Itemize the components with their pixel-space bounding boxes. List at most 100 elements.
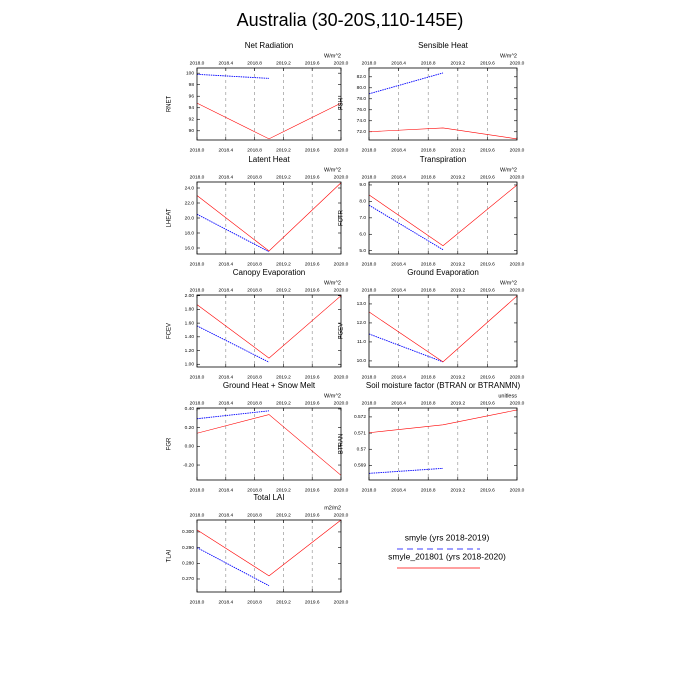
data-line	[368, 204, 444, 251]
x-tick-label: 2018.8	[421, 261, 436, 267]
y-axis-label: FGEV	[339, 323, 345, 339]
x-tick-label: 2018.8	[247, 487, 262, 493]
x-top-tick-label: 2019.2	[276, 60, 291, 66]
x-top-tick-label: 2018.4	[391, 174, 406, 180]
x-top-tick-label: 2020.0	[510, 400, 525, 406]
x-tick-label: 2018.8	[247, 147, 262, 153]
x-tick-label: 2018.0	[362, 374, 377, 380]
y-axis-label: FCTR	[339, 209, 345, 226]
panel: Latent Heat W/m^2 LHEAT 2018.0 2018.0 2018.4 2…	[167, 155, 349, 267]
x-tick-label: 2019.2	[276, 487, 291, 493]
plot-frame	[196, 407, 342, 481]
y-tick-label: 0.569	[354, 463, 366, 469]
units-label: W/m^2	[500, 280, 517, 286]
x-top-tick-label: 2019.6	[480, 400, 495, 406]
x-top-tick-label: 2020.0	[334, 60, 349, 66]
x-top-tick-label: 2018.0	[362, 287, 377, 293]
y-tick-label: 12.0	[357, 320, 367, 326]
y-tick-label: 0.290	[182, 545, 194, 551]
x-tick-label: 2018.0	[362, 487, 377, 493]
x-tick-label: 2020.0	[510, 261, 525, 267]
data-line	[368, 127, 518, 140]
y-tick-label: 72.0	[357, 129, 367, 135]
data-line	[196, 295, 342, 359]
x-top-tick-label: 2018.8	[421, 174, 436, 180]
y-tick-label: 1.20	[185, 348, 195, 354]
x-tick-label: 2019.6	[480, 374, 495, 380]
legend-label: smyle (yrs 2018-2019)	[405, 532, 490, 542]
y-tick-label: 0.00	[185, 444, 195, 450]
data-line	[368, 184, 518, 247]
x-tick-label: 2019.6	[305, 374, 320, 380]
x-top-tick-label: 2018.0	[190, 512, 205, 518]
units-label: W/m^2	[324, 393, 341, 399]
plot-frame	[196, 67, 342, 141]
x-tick-label: 2018.4	[218, 599, 233, 605]
y-tick-label: 2.00	[185, 293, 195, 299]
x-tick-label: 2018.8	[247, 261, 262, 267]
x-tick-label: 2019.2	[276, 374, 291, 380]
y-tick-label: 74.0	[357, 118, 367, 124]
units-label: W/m^2	[324, 280, 341, 286]
plot-frame	[368, 407, 518, 481]
data-line	[196, 325, 270, 363]
x-top-tick-label: 2018.8	[421, 287, 436, 293]
y-axis-label: FCEV	[167, 323, 173, 339]
units-label: W/m^2	[324, 167, 341, 173]
x-top-tick-label: 2018.0	[362, 60, 377, 66]
x-tick-label: 2019.6	[305, 147, 320, 153]
y-tick-label: 13.0	[357, 301, 367, 307]
x-tick-label: 2018.4	[218, 487, 233, 493]
panel-title: Ground Heat + Snow Melt	[223, 381, 316, 390]
x-tick-label: 2018.8	[421, 147, 436, 153]
x-top-tick-label: 2018.0	[190, 174, 205, 180]
x-top-tick-label: 2018.8	[247, 60, 262, 66]
units-label: unitless	[498, 393, 517, 399]
panel-title: Ground Evaporation	[407, 268, 479, 277]
panel: Transpiration W/m^2 FCTR 2018.0 2018.0 2018.4…	[339, 155, 525, 267]
y-tick-label: -0.20	[183, 462, 194, 468]
x-top-tick-label: 2018.4	[218, 287, 233, 293]
y-tick-label: 0.40	[185, 406, 195, 412]
x-tick-label: 2019.6	[305, 261, 320, 267]
x-tick-label: 2020.0	[510, 374, 525, 380]
x-top-tick-label: 2018.4	[391, 60, 406, 66]
data-line	[196, 414, 342, 476]
plot-frame	[196, 294, 342, 368]
x-tick-label: 2018.8	[421, 487, 436, 493]
x-tick-label: 2019.6	[480, 487, 495, 493]
figure-title: Australia (30-20S,110-145E)	[237, 10, 464, 30]
x-tick-label: 2018.8	[421, 374, 436, 380]
x-top-tick-label: 2019.6	[305, 400, 320, 406]
x-tick-label: 2020.0	[334, 374, 349, 380]
x-tick-label: 2019.6	[480, 147, 495, 153]
data-line	[196, 102, 342, 140]
x-top-tick-label: 2018.4	[391, 287, 406, 293]
x-top-tick-label: 2018.4	[391, 400, 406, 406]
y-tick-label: 1.40	[185, 334, 195, 340]
x-tick-label: 2020.0	[334, 599, 349, 605]
panel: Ground Heat + Snow Melt W/m^2 FGR 2018.0 201…	[167, 381, 349, 493]
y-tick-label: 100	[186, 70, 194, 76]
y-tick-label: 18.0	[185, 230, 195, 236]
y-tick-label: 8.0	[359, 199, 366, 205]
x-tick-label: 2018.4	[391, 487, 406, 493]
panel-title: Total LAI	[253, 493, 284, 502]
x-top-tick-label: 2018.8	[247, 287, 262, 293]
x-top-tick-label: 2018.0	[190, 60, 205, 66]
units-label: W/m^2	[324, 53, 341, 59]
x-top-tick-label: 2018.8	[421, 60, 436, 66]
x-top-tick-label: 2019.2	[450, 60, 465, 66]
x-tick-label: 2018.4	[391, 147, 406, 153]
x-tick-label: 2018.0	[362, 261, 377, 267]
y-tick-label: 98	[189, 82, 195, 88]
units-label: W/m^2	[500, 53, 517, 59]
panel: Net Radiation W/m^2 RNET 2018.0 2018.0 2018.4…	[167, 41, 349, 153]
y-tick-label: 1.80	[185, 307, 195, 313]
x-top-tick-label: 2020.0	[334, 512, 349, 518]
y-tick-label: 0.572	[354, 414, 366, 420]
x-top-tick-label: 2018.0	[362, 174, 377, 180]
x-top-tick-label: 2020.0	[510, 174, 525, 180]
x-top-tick-label: 2019.6	[480, 174, 495, 180]
